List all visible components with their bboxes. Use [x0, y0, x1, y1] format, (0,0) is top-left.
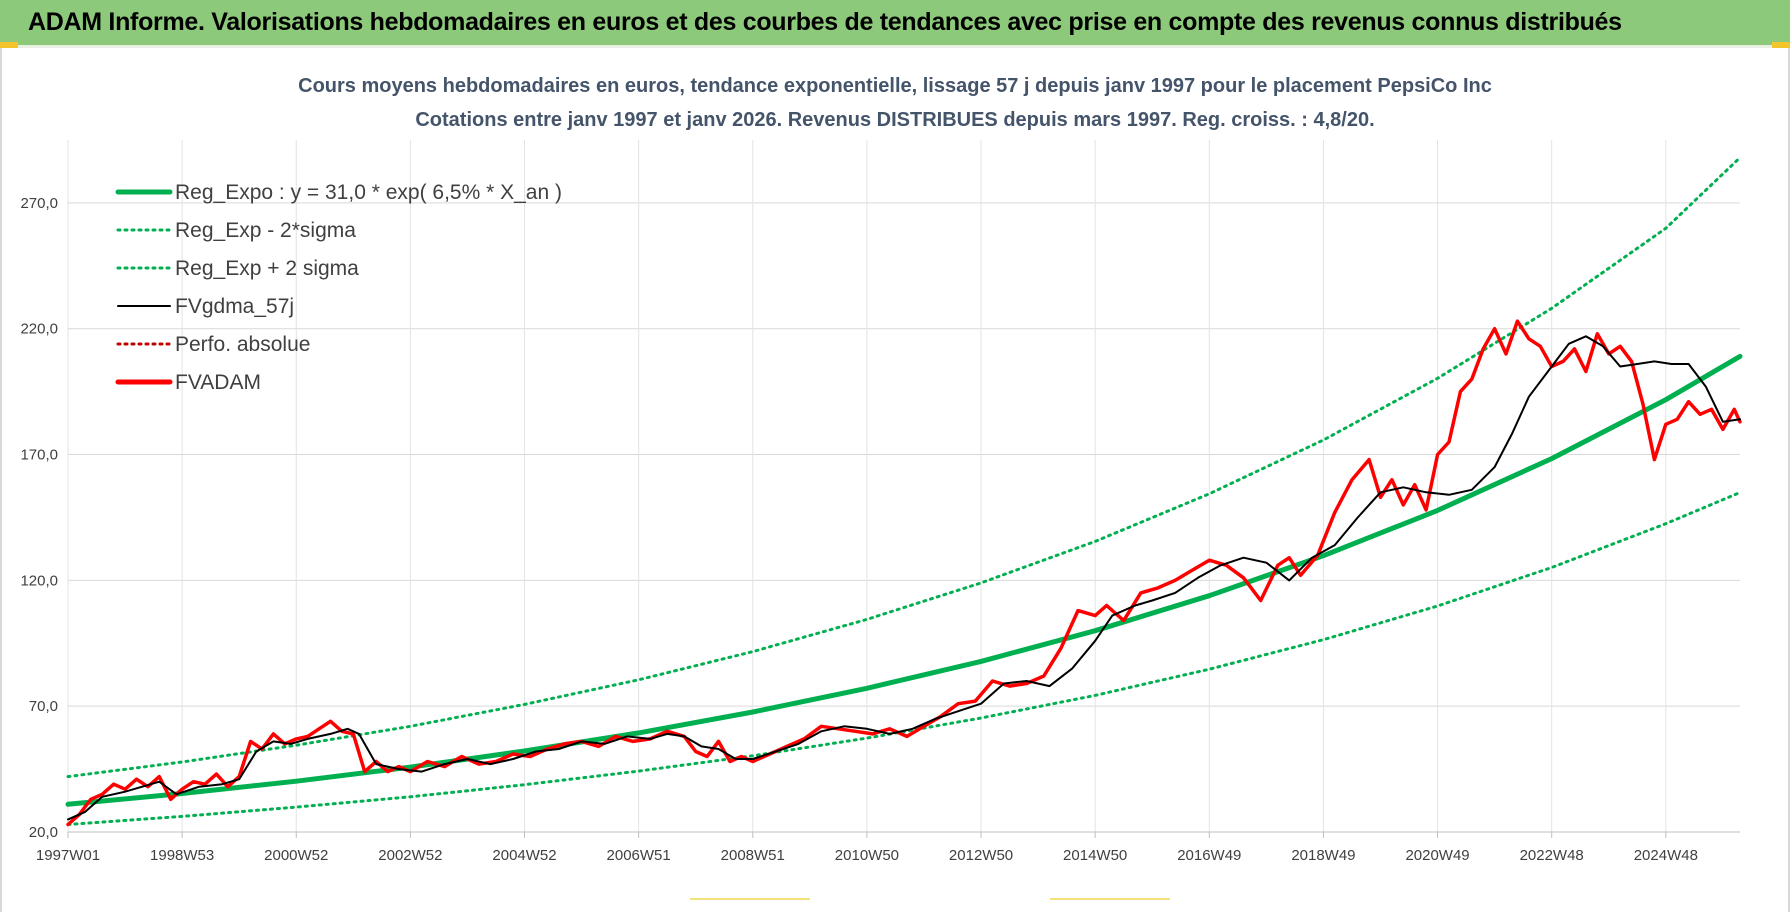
- y-tick-label: 220,0: [20, 321, 58, 338]
- reg-plus-sigma-line: [66, 156, 1742, 779]
- legend-label: FVADAM: [175, 371, 261, 394]
- x-tick-label: 1997W01: [36, 847, 100, 864]
- y-tick-label: 170,0: [20, 447, 58, 464]
- corner-mark-left: [0, 42, 18, 48]
- x-tick-label: 2016W49: [1177, 847, 1241, 864]
- corner-mark-right: [1772, 42, 1790, 48]
- x-tick-label: 2022W48: [1520, 847, 1584, 864]
- x-tick-label: 2002W52: [378, 847, 442, 864]
- x-tick-label: 2006W51: [607, 847, 671, 864]
- x-tick-label: 2018W49: [1291, 847, 1355, 864]
- legend: Reg_Expo : y = 31,0 * exp( 6,5% * X_an )…: [115, 181, 562, 394]
- chart-frame: [0, 48, 1790, 912]
- chart-subtitle: Cotations entre janv 1997 et janv 2026. …: [415, 109, 1374, 131]
- legend-label: Reg_Exp + 2 sigma: [175, 257, 359, 280]
- x-tick-label: 2020W49: [1405, 847, 1469, 864]
- reg-expo-line: [65, 353, 1743, 807]
- x-tick-label: 1998W53: [150, 847, 214, 864]
- y-tick-label: 20,0: [29, 824, 58, 841]
- x-tick-label: 2000W52: [264, 847, 328, 864]
- x-tick-label: 2012W50: [949, 847, 1013, 864]
- legend-label: Reg_Expo : y = 31,0 * exp( 6,5% * X_an ): [175, 181, 562, 204]
- legend-label: Reg_Exp - 2*sigma: [175, 219, 356, 242]
- legend-label: FVgdma_57j: [175, 295, 294, 318]
- grid: [67, 140, 1740, 833]
- fvadam-line: [66, 319, 1742, 827]
- x-tick-label: 2004W52: [492, 847, 556, 864]
- y-tick-label: 270,0: [20, 195, 58, 212]
- x-tick-label: 2008W51: [721, 847, 785, 864]
- chart-title: Cours moyens hebdomadaires en euros, ten…: [298, 75, 1492, 97]
- x-tick-label: 2014W50: [1063, 847, 1127, 864]
- fvgdma-line: [67, 335, 1741, 821]
- axes: 20,0 70,0 120,0 170,0 220,0 270,0 1997W01 1998W…: [20, 195, 1740, 864]
- y-tick-label: 120,0: [20, 572, 58, 589]
- x-tick-label: 2024W48: [1634, 847, 1698, 864]
- banner: ADAM Informe. Valorisations hebdomadaire…: [0, 0, 1790, 48]
- legend-label: Perfo. absolue: [175, 333, 310, 356]
- y-tick-label: 70,0: [29, 698, 58, 715]
- banner-title: ADAM Informe. Valorisations hebdomadaire…: [28, 8, 1622, 36]
- series-layer: [65, 156, 1743, 827]
- x-tick-label: 2010W50: [835, 847, 899, 864]
- reg-minus-sigma-line: [66, 491, 1742, 826]
